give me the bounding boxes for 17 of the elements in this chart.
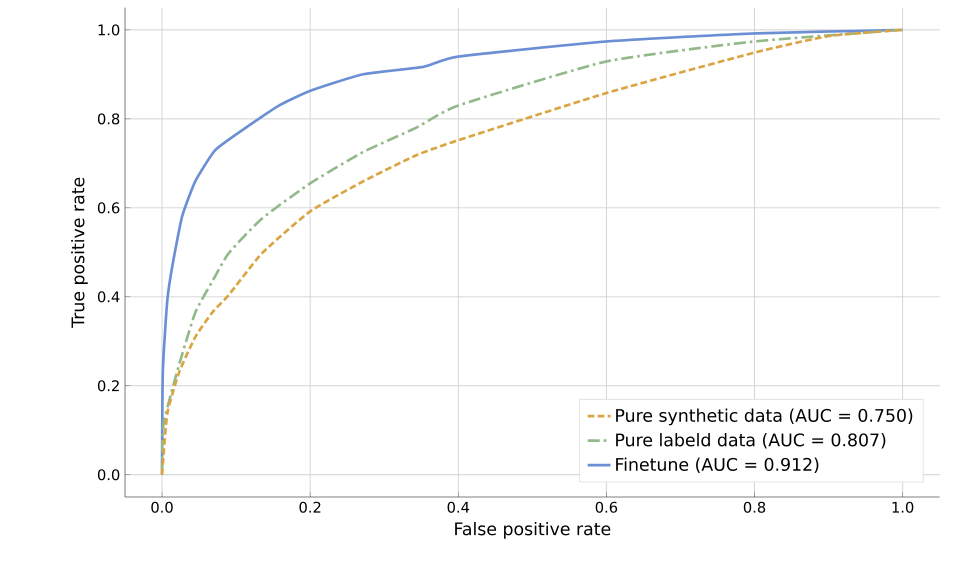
x-tick-label: 0.0 [151, 502, 173, 513]
y-tick-label: 0.6 [98, 202, 120, 214]
x-tick-label: 0.4 [448, 502, 470, 513]
y-tick-label: 0.0 [98, 469, 120, 480]
legend-label: Finetune (AUC = 0.912) [616, 458, 818, 473]
x-tick-label: 0.8 [744, 502, 766, 513]
y-tick-label: 1.0 [98, 24, 120, 36]
x-tick-label: 0.2 [299, 502, 320, 513]
y-axis-title: True positive rate [71, 178, 88, 328]
x-axis-title: False positive rate [455, 522, 610, 539]
y-tick-label: 0.8 [98, 113, 120, 124]
y-tick-label: 0.4 [98, 291, 120, 302]
x-tick-label: 1.0 [892, 502, 914, 513]
x-tick-label: 0.6 [596, 502, 618, 513]
y-tick-label: 0.2 [98, 380, 119, 392]
legend-label: Pure synthetic data (AUC = 0.750) [616, 408, 912, 426]
legend-label: Pure labeld data (AUC = 0.807) [616, 433, 886, 448]
